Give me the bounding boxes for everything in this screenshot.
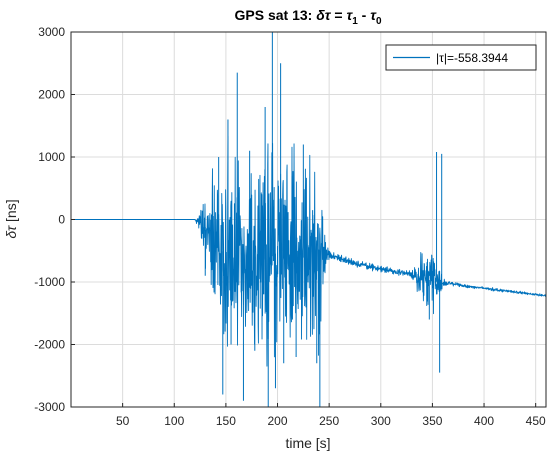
x-tick-label: 50 (116, 414, 130, 428)
x-tick-label: 400 (474, 414, 494, 428)
y-tick-label: -3000 (34, 400, 65, 414)
x-tick-labels: 50 100 150 200 250 300 350 400 450 (116, 403, 546, 428)
x-tick-label: 250 (319, 414, 339, 428)
x-tick-label: 350 (422, 414, 442, 428)
y-tick-labels: -3000 -2000 -1000 0 1000 2000 3000 (34, 25, 75, 414)
y-tick-label: 3000 (38, 25, 65, 39)
x-tick-label: 450 (526, 414, 546, 428)
series-line (70, 135, 547, 367)
x-tick-label: 300 (371, 414, 391, 428)
chart-title: GPS sat 13: δτ = τ1 - τ0 (235, 7, 382, 27)
x-tick-label: 150 (216, 414, 236, 428)
y-axis-label: δτ [ns] (3, 199, 19, 238)
x-tick-label: 200 (268, 414, 288, 428)
y-tick-label: -1000 (34, 275, 65, 289)
y-tick-label: 1000 (38, 150, 65, 164)
y-tick-label: 0 (58, 213, 65, 227)
y-tick-label: 2000 (38, 88, 65, 102)
y-tick-label: -2000 (34, 338, 65, 352)
series-group (70, 32, 547, 407)
x-axis-label: time [s] (285, 435, 330, 451)
legend: |τ|=-558.3944 (385, 44, 537, 71)
legend-entry-label: |τ|=-558.3944 (436, 51, 508, 65)
x-tick-label: 100 (164, 414, 184, 428)
